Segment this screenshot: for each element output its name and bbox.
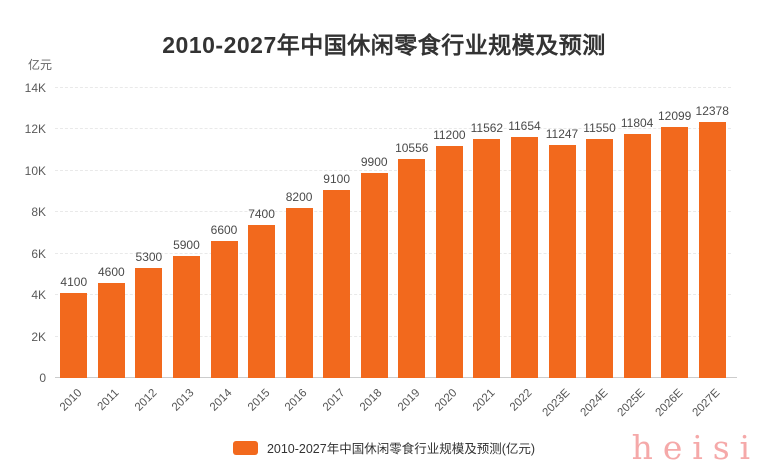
y-tick-label: 6K <box>31 246 46 261</box>
gridline <box>55 252 731 254</box>
gridline <box>55 128 731 130</box>
bar-2018[interactable] <box>360 172 388 378</box>
bar-value-label: 5900 <box>173 237 200 252</box>
bar-value-label: 9900 <box>360 154 388 169</box>
bar-2024E[interactable] <box>586 138 614 378</box>
gridline <box>55 335 731 337</box>
bar-value-label: 12378 <box>695 103 729 118</box>
bar-value-label: 11200 <box>433 128 466 142</box>
plot-area: 0 2K 4K 6K 8K 10K 12K 14K 4100 2010 4600 2011 5300 20… <box>25 81 737 419</box>
gridline <box>55 87 731 88</box>
bar-value-label: 4600 <box>97 264 125 279</box>
bar-2013[interactable] <box>172 255 200 378</box>
bar-value-label: 11654 <box>508 118 541 133</box>
bar-2019[interactable] <box>398 159 426 378</box>
bar-2021[interactable] <box>473 138 501 378</box>
y-tick-label: 4K <box>31 288 46 303</box>
bar-2016[interactable] <box>285 208 313 378</box>
bar-value-label: 9100 <box>323 171 350 186</box>
y-tick-label: 8K <box>31 205 46 220</box>
bar-2020[interactable] <box>435 146 463 378</box>
legend-item[interactable]: 2010-2027年中国休闲零食行业规模及预测(亿元) <box>0 438 768 457</box>
bar-2012[interactable] <box>135 268 163 378</box>
bar-value-label: 10556 <box>395 141 429 156</box>
x-axis-line <box>55 377 737 378</box>
y-tick-label: 2K <box>31 329 46 344</box>
bar-2026E[interactable] <box>661 127 689 378</box>
gridline <box>55 294 731 296</box>
y-tick-label: 12K <box>24 122 46 137</box>
bar-value-label: 11804 <box>620 115 654 130</box>
bar-value-label: 11247 <box>545 127 579 142</box>
bar-value-label: 4100 <box>60 275 88 290</box>
bar-value-label: 7400 <box>248 206 275 221</box>
bar-2010[interactable] <box>60 293 88 378</box>
y-axis-unit-label: 亿元 <box>28 58 53 72</box>
chart-title: 2010-2027年中国休闲零食行业规模及预测 <box>162 32 606 58</box>
bar-2025E[interactable] <box>623 133 651 378</box>
bar-2017[interactable] <box>323 189 351 378</box>
legend-swatch-icon <box>232 440 258 455</box>
bar-2023E[interactable] <box>548 145 576 378</box>
y-tick-label: 0 <box>39 371 46 385</box>
watermark: heisi <box>631 427 760 467</box>
bar-value-label: 12099 <box>657 109 692 124</box>
bar-2022[interactable] <box>510 136 538 378</box>
bar-2011[interactable] <box>97 282 125 378</box>
bar-value-label: 11562 <box>470 120 504 135</box>
bar-value-label: 11550 <box>583 120 616 135</box>
bar-2027E[interactable] <box>698 121 726 378</box>
bar-value-label: 5300 <box>135 250 163 265</box>
bar-2015[interactable] <box>248 224 276 378</box>
y-tick-label: 10K <box>24 163 46 178</box>
bar-value-label: 6600 <box>210 223 238 238</box>
bar-value-label: 8200 <box>285 190 313 205</box>
bar-2014[interactable] <box>210 241 238 378</box>
y-tick-label: 14K <box>24 81 46 95</box>
legend-label: 2010-2027年中国休闲零食行业规模及预测(亿元) <box>266 442 536 456</box>
gridline <box>55 169 731 171</box>
gridline <box>55 211 731 213</box>
